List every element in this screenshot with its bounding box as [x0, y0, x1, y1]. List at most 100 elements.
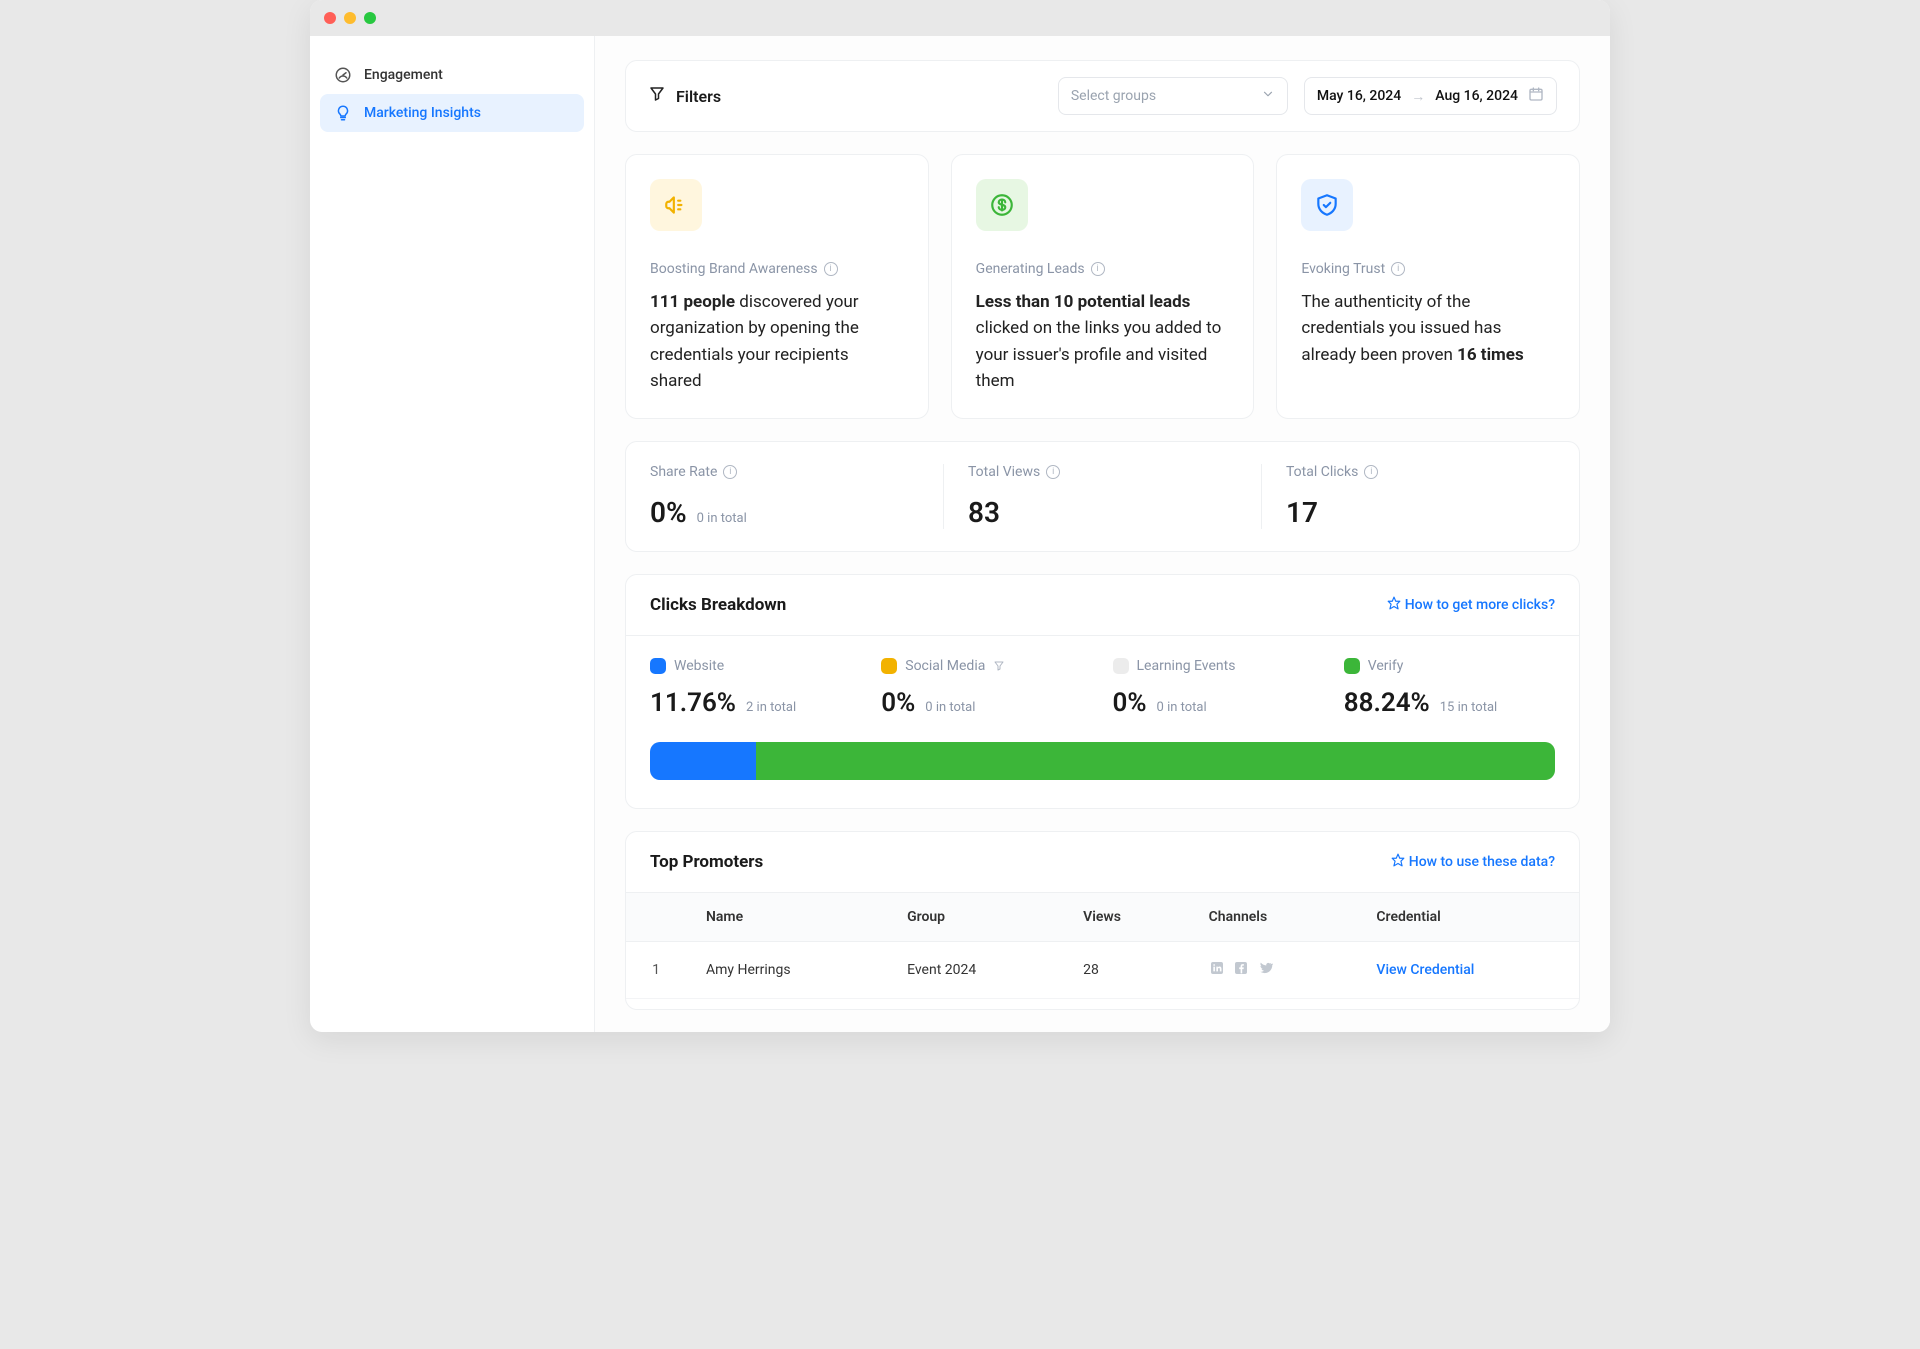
info-icon[interactable]: i — [1364, 465, 1378, 479]
insight-card-leads: Generating Leads i Less than 10 potentia… — [951, 154, 1255, 419]
chevron-down-icon — [1261, 87, 1275, 105]
stat-share-rate: Share Rate i 0% 0 in total — [626, 464, 943, 529]
how-to-use-data-link[interactable]: How to use these data? — [1391, 853, 1555, 871]
sidebar: Engagement Marketing Insights — [310, 36, 595, 1032]
insight-row: Boosting Brand Awareness i 111 people di… — [625, 154, 1580, 419]
breakdown-pct: 0% — [881, 688, 915, 718]
col-channels: Channels — [1189, 893, 1357, 942]
table-row: 1Amy HerringsEvent 202428 View Credential — [626, 942, 1579, 999]
breakdown-item: Social Media 0% 0 in total — [881, 658, 1092, 718]
info-icon[interactable]: i — [723, 465, 737, 479]
twitter-icon — [1257, 960, 1273, 980]
star-icon — [1387, 596, 1401, 614]
cell-views: 28 — [1063, 942, 1189, 999]
cell-channels — [1189, 942, 1357, 999]
date-to: Aug 16, 2024 — [1435, 88, 1518, 104]
breakdown-total: 0 in total — [1157, 700, 1207, 715]
filters-title: Filters — [676, 87, 721, 106]
stat-total-clicks-value: 17 — [1286, 496, 1318, 529]
megaphone-icon — [650, 179, 702, 231]
view-credential-link[interactable]: View Credential — [1376, 962, 1474, 978]
insight-trust-label: Evoking Trust — [1301, 261, 1385, 277]
breakdown-label: Social Media — [905, 658, 985, 674]
titlebar — [310, 0, 1610, 36]
breakdown-label: Verify — [1368, 658, 1404, 674]
breakdown-total: 15 in total — [1440, 700, 1497, 715]
linkedin-icon — [1209, 960, 1225, 980]
cell-group: Event 2024 — [887, 942, 1063, 999]
window-close-dot[interactable] — [324, 12, 336, 24]
select-groups[interactable]: Select groups — [1058, 77, 1288, 115]
facebook-icon — [1233, 960, 1249, 980]
window-minimize-dot[interactable] — [344, 12, 356, 24]
info-icon[interactable]: i — [1046, 465, 1060, 479]
top-promoters-card: Top Promoters How to use these data? — [625, 831, 1580, 1010]
select-groups-placeholder: Select groups — [1071, 88, 1156, 104]
lightbulb-icon — [334, 104, 352, 122]
stat-total-views-value: 83 — [968, 496, 1000, 529]
shield-icon — [1301, 179, 1353, 231]
insight-leads-label: Generating Leads — [976, 261, 1085, 277]
breakdown-pct: 0% — [1113, 688, 1147, 718]
star-icon — [1391, 853, 1405, 871]
cell-name: Amy Herrings — [686, 942, 887, 999]
how-to-get-more-clicks-link[interactable]: How to get more clicks? — [1387, 596, 1555, 614]
insight-brand-label: Boosting Brand Awareness — [650, 261, 818, 277]
window-zoom-dot[interactable] — [364, 12, 376, 24]
sidebar-item-label: Marketing Insights — [364, 105, 481, 121]
stat-total-views-label: Total Views — [968, 464, 1040, 480]
dollar-icon — [976, 179, 1028, 231]
info-icon[interactable]: i — [1391, 262, 1405, 276]
info-icon[interactable]: i — [1091, 262, 1105, 276]
stat-share-rate-sub: 0 in total — [697, 511, 747, 526]
stat-total-clicks-label: Total Clicks — [1286, 464, 1358, 480]
breakdown-label: Learning Events — [1137, 658, 1236, 674]
breakdown-total: 2 in total — [746, 700, 796, 715]
app-window: Engagement Marketing Insights — [310, 0, 1610, 1032]
insight-card-brand: Boosting Brand Awareness i 111 people di… — [625, 154, 929, 419]
insight-card-trust: Evoking Trust i The authenticity of the … — [1276, 154, 1580, 419]
swatch — [1344, 658, 1360, 674]
breakdown-item: Website 11.76% 2 in total — [650, 658, 861, 718]
breakdown-pct: 88.24% — [1344, 688, 1430, 718]
col-name: Name — [686, 893, 887, 942]
gauge-icon — [334, 66, 352, 84]
insight-trust-text: The authenticity of the credentials you … — [1301, 289, 1555, 368]
swatch — [1113, 658, 1129, 674]
sidebar-item-label: Engagement — [364, 67, 443, 83]
clicks-breakdown-card: Clicks Breakdown How to get more clicks?… — [625, 574, 1580, 809]
breakdown-total: 0 in total — [925, 700, 975, 715]
swatch — [650, 658, 666, 674]
calendar-icon — [1528, 86, 1544, 106]
cell-index: 1 — [626, 942, 686, 999]
breakdown-item: Learning Events 0% 0 in total — [1113, 658, 1324, 718]
sidebar-item-marketing-insights[interactable]: Marketing Insights — [320, 94, 584, 132]
insight-brand-text: 111 people discovered your organization … — [650, 289, 904, 394]
date-from: May 16, 2024 — [1317, 88, 1401, 104]
bar-segment — [650, 742, 756, 780]
main-content: Filters Select groups May 16, 2024 → Aug… — [595, 36, 1610, 1032]
col-views: Views — [1063, 893, 1189, 942]
breakdown-item: Verify 88.24% 15 in total — [1344, 658, 1555, 718]
filters-bar: Filters Select groups May 16, 2024 → Aug… — [625, 60, 1580, 132]
stat-total-clicks: Total Clicks i 17 — [1261, 464, 1579, 529]
cell-credential: View Credential — [1356, 942, 1579, 999]
insight-leads-text: Less than 10 potential leads clicked on … — [976, 289, 1230, 394]
breakdown-bar — [650, 742, 1555, 780]
breakdown-pct: 11.76% — [650, 688, 736, 718]
date-range-picker[interactable]: May 16, 2024 → Aug 16, 2024 — [1304, 77, 1557, 115]
stat-share-rate-value: 0% — [650, 496, 687, 529]
bar-segment — [756, 742, 1555, 780]
breakdown-label: Website — [674, 658, 724, 674]
top-promoters-title: Top Promoters — [650, 852, 763, 872]
info-icon[interactable]: i — [824, 262, 838, 276]
promoters-table: Name Group Views Channels Credential 1Am… — [626, 893, 1579, 999]
arrow-right-icon: → — [1411, 88, 1425, 105]
stat-total-views: Total Views i 83 — [943, 464, 1261, 529]
filter-icon — [648, 85, 666, 107]
stat-share-rate-label: Share Rate — [650, 464, 717, 480]
swatch — [881, 658, 897, 674]
sidebar-item-engagement[interactable]: Engagement — [320, 56, 584, 94]
col-credential: Credential — [1356, 893, 1579, 942]
col-index — [626, 893, 686, 942]
